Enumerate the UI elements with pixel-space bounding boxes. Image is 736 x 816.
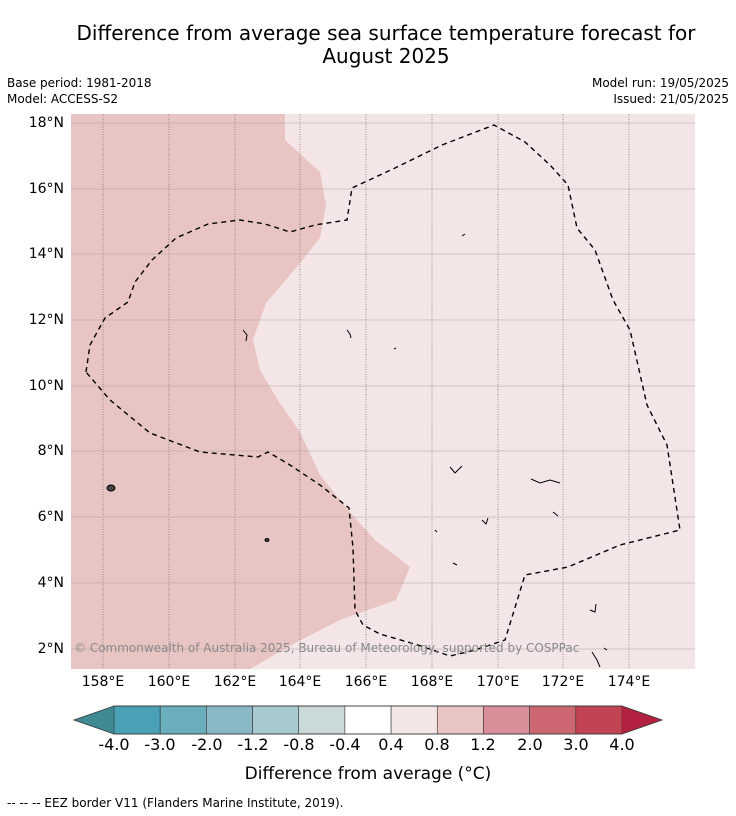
colorbar-title: Difference from average (°C): [244, 764, 492, 784]
colorbar-tick: -0.4: [329, 735, 361, 754]
lon-tick: 170°E: [476, 674, 520, 690]
colorbar-swatch: [113, 705, 161, 735]
colorbar-outline: [72, 705, 664, 735]
lat-tick: 8°N: [37, 443, 64, 459]
lon-tick: 164°E: [278, 674, 322, 690]
model-name: Model: ACCESS-S2: [7, 92, 119, 106]
colorbar: [72, 705, 664, 735]
lat-tick: 12°N: [28, 312, 64, 328]
lon-tick: 166°E: [344, 674, 388, 690]
gridlines: [102, 114, 630, 669]
lon-tick: 174°E: [607, 674, 651, 690]
colorbar-tick: -2.0: [191, 735, 223, 754]
colorbar-tick: -4.0: [98, 735, 130, 754]
lat-tick: 4°N: [37, 575, 64, 591]
lat-tick: 6°N: [37, 509, 64, 525]
colorbar-swatch: [206, 705, 253, 735]
colorbar-tick: 1.2: [470, 735, 496, 754]
lat-tick: 18°N: [28, 115, 64, 131]
copyright-notice: © Commonwealth of Australia 2025, Bureau…: [74, 641, 580, 655]
colorbar-extend-high: [622, 706, 662, 734]
lat-tick: 14°N: [28, 246, 64, 262]
colorbar-swatch: [252, 705, 300, 735]
colorbar-tick: 0.8: [424, 735, 450, 754]
colorbar-swatch: [529, 705, 577, 735]
lon-tick: 172°E: [541, 674, 585, 690]
colorbar-swatch: [344, 705, 392, 735]
map-warm-region: [71, 114, 410, 669]
colorbar-tick: 3.0: [563, 735, 589, 754]
colorbar-swatch: [436, 705, 484, 735]
lat-tick: 2°N: [37, 641, 64, 657]
colorbar-swatch: [575, 705, 623, 735]
colorbar-extend-low: [74, 706, 114, 734]
lon-tick: 160°E: [147, 674, 191, 690]
lon-tick: 158°E: [81, 674, 125, 690]
latitude-lines: [71, 122, 695, 650]
colorbar-tick: -3.0: [144, 735, 176, 754]
lon-tick: 162°E: [213, 674, 257, 690]
colorbar-tick: -1.2: [237, 735, 269, 754]
model-run: Model run: 19/05/2025: [591, 76, 729, 90]
lat-tick: 16°N: [28, 181, 64, 197]
base-period: Base period: 1981-2018: [7, 76, 152, 90]
lon-tick: 168°E: [410, 674, 454, 690]
colorbar-swatch: [159, 705, 207, 735]
colorbar-tick: 0.4: [378, 735, 404, 754]
lat-tick: 10°N: [28, 378, 64, 394]
issued-date: Issued: 21/05/2025: [613, 92, 729, 106]
colorbar-tick: -0.8: [283, 735, 315, 754]
islands: [106, 233, 608, 668]
colorbar-swatch: [483, 705, 530, 735]
meta-left: Base period: 1981-2018 Model: ACCESS-S2: [7, 75, 152, 107]
meta-right: Model run: 19/05/2025 Issued: 21/05/2025: [592, 75, 729, 107]
eez-footnote: -- -- -- EEZ border V11 (Flanders Marine…: [7, 796, 344, 810]
colorbar-tick: 4.0: [609, 735, 635, 754]
colorbar-swatch: [390, 705, 438, 735]
colorbar-swatch: [298, 705, 346, 735]
colorbar-tick: 2.0: [517, 735, 543, 754]
map-title: Difference from average sea surface temp…: [76, 21, 696, 68]
